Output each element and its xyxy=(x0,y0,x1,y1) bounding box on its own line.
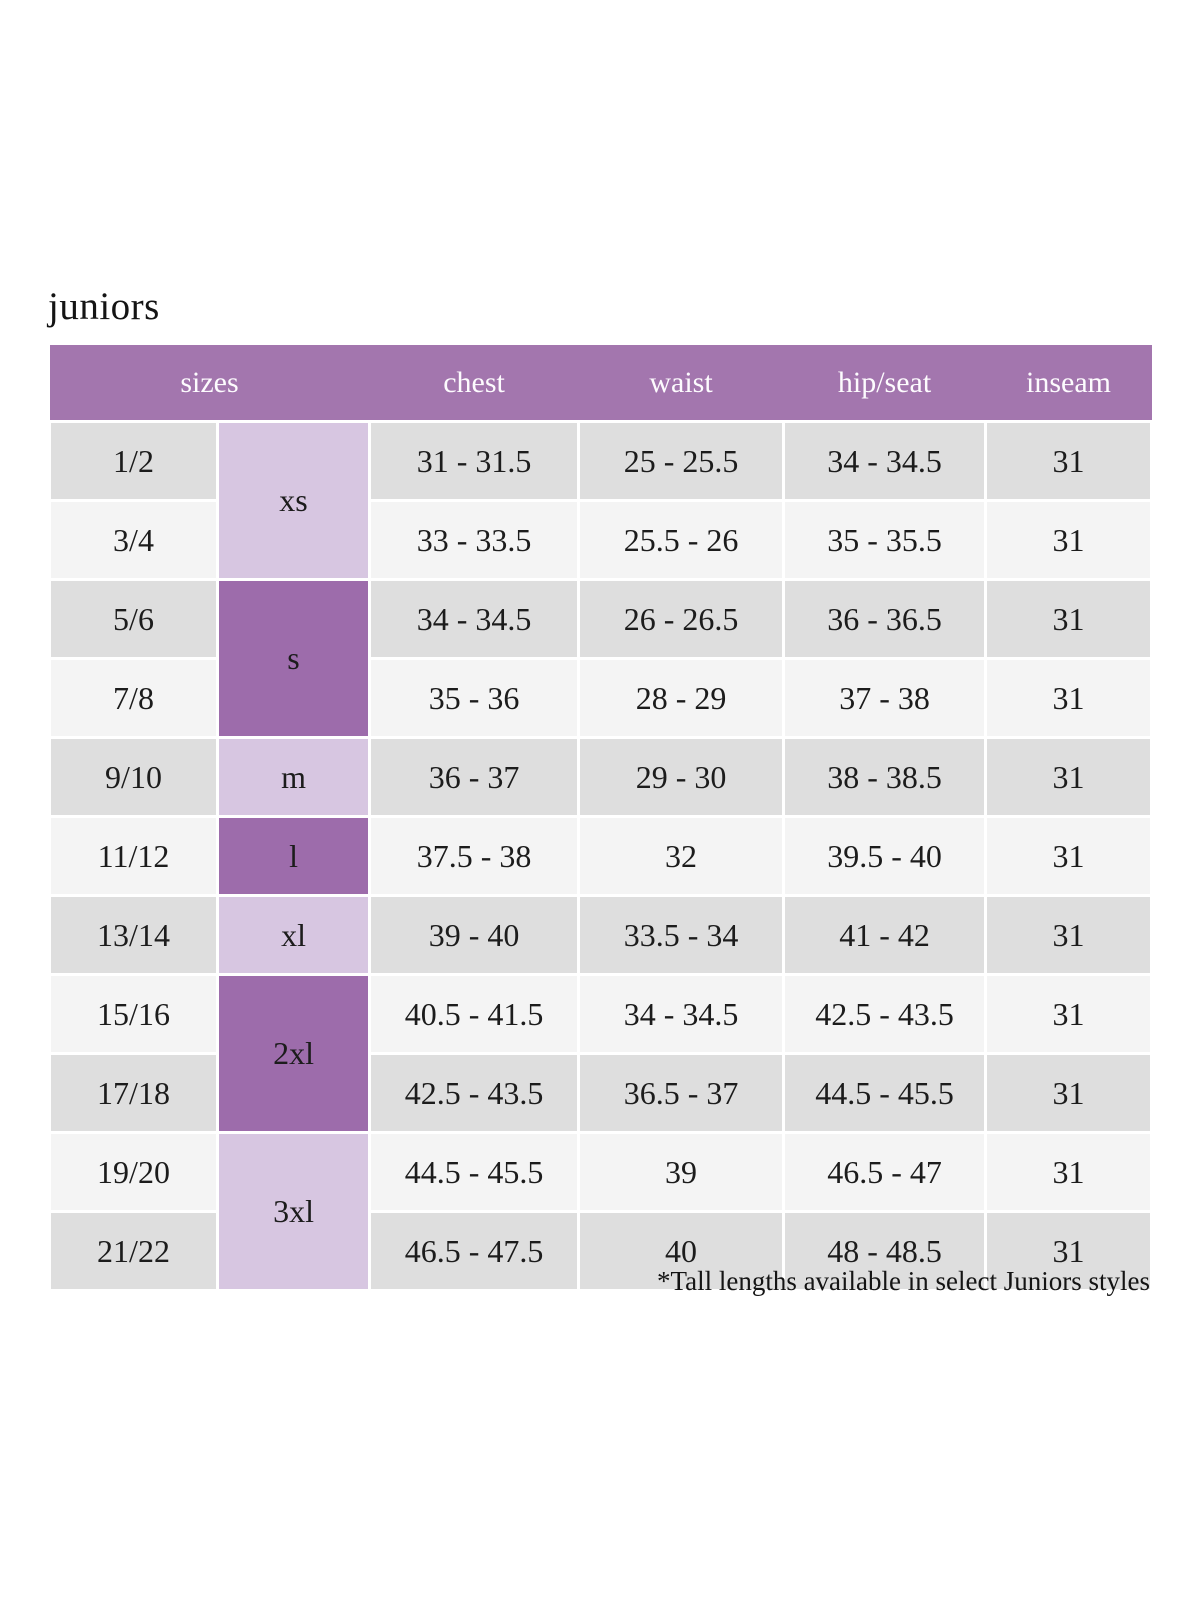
tall-lengths-footnote: *Tall lengths available in select Junior… xyxy=(656,1266,1150,1296)
inseam-cell: 31 xyxy=(984,894,1154,976)
table-row: 3/4 33 - 33.5 25.5 - 26 35 - 35.5 31 xyxy=(48,499,1154,581)
size-cell: 19/20 xyxy=(48,1131,219,1213)
table-row: 5/6 s 34 - 34.5 26 - 26.5 36 - 36.5 31 xyxy=(48,578,1154,739)
letter-size-cell-3xl: 3xl xyxy=(215,1131,372,1292)
letter-size-cell-s: s xyxy=(215,578,372,739)
chest-cell: 39 - 40 xyxy=(368,894,581,976)
column-header-hip-seat: hip/seat xyxy=(783,345,986,422)
size-cell: 3/4 xyxy=(48,499,219,581)
table-header-row: sizes chest waist hip/seat inseam xyxy=(49,345,1152,422)
waist-cell: 40 xyxy=(577,1210,786,1292)
letter-size-cell-l: l xyxy=(215,815,372,897)
inseam-cell: 31 xyxy=(984,420,1154,502)
column-header-inseam: inseam xyxy=(985,345,1152,422)
column-header-chest: chest xyxy=(369,345,579,422)
size-cell: 15/16 xyxy=(48,973,219,1055)
table-row: 1/2 xs 31 - 31.5 25 - 25.5 34 - 34.5 31 xyxy=(48,420,1154,581)
hip-seat-cell: 46.5 - 47 xyxy=(782,1131,988,1213)
waist-cell: 29 - 30 xyxy=(577,736,786,818)
letter-size-cell-m: m xyxy=(215,736,372,818)
table-row: 21/22 46.5 - 47.5 40 48 - 48.5 31 xyxy=(48,1210,1154,1292)
table-row: 11/12 l 37.5 - 38 32 39.5 - 40 31 xyxy=(48,815,1154,897)
chest-cell: 40.5 - 41.5 xyxy=(368,973,581,1055)
chest-cell: 42.5 - 43.5 xyxy=(368,1052,581,1134)
letter-size-cell-xl: xl xyxy=(215,894,372,976)
hip-seat-cell: 42.5 - 43.5 xyxy=(782,973,988,1055)
table-row: 13/14 xl 39 - 40 33.5 - 34 41 - 42 31 xyxy=(48,894,1154,976)
waist-cell: 34 - 34.5 xyxy=(577,973,786,1055)
size-cell: 17/18 xyxy=(48,1052,219,1134)
chest-cell: 37.5 - 38 xyxy=(368,815,581,897)
waist-cell: 39 xyxy=(577,1131,786,1213)
hip-seat-cell: 35 - 35.5 xyxy=(782,499,988,581)
size-cell: 11/12 xyxy=(48,815,219,897)
chest-cell: 44.5 - 45.5 xyxy=(368,1131,581,1213)
inseam-cell: 31 xyxy=(984,815,1154,897)
hip-seat-cell: 36 - 36.5 xyxy=(782,578,988,660)
chest-cell: 34 - 34.5 xyxy=(368,578,581,660)
page-title: juniors xyxy=(48,285,160,328)
inseam-cell: 31 xyxy=(984,973,1154,1055)
waist-cell: 25 - 25.5 xyxy=(577,420,786,502)
hip-seat-cell: 34 - 34.5 xyxy=(782,420,988,502)
size-cell: 7/8 xyxy=(48,657,219,739)
juniors-size-table: sizes chest waist hip/seat inseam 1/2 xs… xyxy=(48,345,1154,1292)
table-row: 9/10 m 36 - 37 29 - 30 38 - 38.5 31 xyxy=(48,736,1154,818)
inseam-cell: 31 xyxy=(984,657,1154,739)
table-row: 7/8 35 - 36 28 - 29 37 - 38 31 xyxy=(48,657,1154,739)
waist-cell: 33.5 - 34 xyxy=(577,894,786,976)
waist-cell: 28 - 29 xyxy=(577,657,786,739)
hip-seat-cell: 37 - 38 xyxy=(782,657,988,739)
size-cell: 9/10 xyxy=(48,736,219,818)
chest-cell: 35 - 36 xyxy=(368,657,581,739)
size-cell: 13/14 xyxy=(48,894,219,976)
inseam-cell: 31 xyxy=(984,1131,1154,1213)
hip-seat-cell: 38 - 38.5 xyxy=(782,736,988,818)
waist-cell: 32 xyxy=(577,815,786,897)
column-header-waist: waist xyxy=(578,345,784,422)
table-row: 15/16 2xl 40.5 - 41.5 34 - 34.5 42.5 - 4… xyxy=(48,973,1154,1134)
inseam-cell: 31 xyxy=(984,736,1154,818)
chest-cell: 36 - 37 xyxy=(368,736,581,818)
hip-seat-cell: 44.5 - 45.5 xyxy=(782,1052,988,1134)
hip-seat-cell: 39.5 - 40 xyxy=(782,815,988,897)
hip-seat-cell: 48 - 48.5 xyxy=(782,1210,988,1292)
waist-cell: 36.5 - 37 xyxy=(577,1052,786,1134)
inseam-cell: 31 xyxy=(984,1210,1154,1292)
waist-cell: 25.5 - 26 xyxy=(577,499,786,581)
chest-cell: 33 - 33.5 xyxy=(368,499,581,581)
chest-cell: 31 - 31.5 xyxy=(368,420,581,502)
chest-cell: 46.5 - 47.5 xyxy=(368,1210,581,1292)
size-cell: 21/22 xyxy=(48,1210,219,1292)
size-cell: 1/2 xyxy=(48,420,219,502)
inseam-cell: 31 xyxy=(984,1052,1154,1134)
letter-size-cell-2xl: 2xl xyxy=(215,973,372,1134)
inseam-cell: 31 xyxy=(984,578,1154,660)
hip-seat-cell: 41 - 42 xyxy=(782,894,988,976)
inseam-cell: 31 xyxy=(984,499,1154,581)
waist-cell: 26 - 26.5 xyxy=(577,578,786,660)
letter-size-cell-xs: xs xyxy=(215,420,372,581)
size-cell: 5/6 xyxy=(48,578,219,660)
table-row: 17/18 42.5 - 43.5 36.5 - 37 44.5 - 45.5 … xyxy=(48,1052,1154,1134)
column-header-sizes: sizes xyxy=(49,345,370,422)
table-row: 19/20 3xl 44.5 - 45.5 39 46.5 - 47 31 xyxy=(48,1131,1154,1292)
